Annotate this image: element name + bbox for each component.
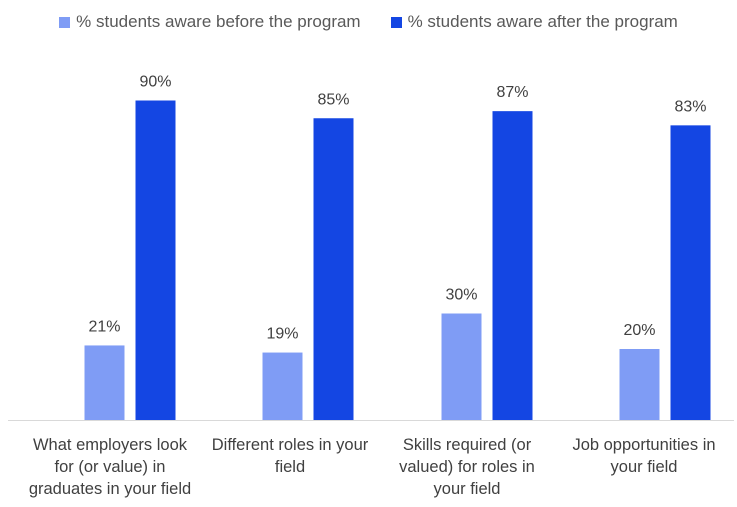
data-label-before-2: 30% <box>445 287 477 304</box>
x-tick-label-3: Job opportunities in your field <box>572 436 716 476</box>
x-tick-label-1: Different roles in your field <box>211 436 369 476</box>
x-tick-label-2: Skills required (or valued) for roles in… <box>399 436 535 498</box>
bar-after-2 <box>492 111 533 421</box>
legend-item-before: % students aware before the program <box>59 12 361 32</box>
x-tick-label-0: What employers look for (or value) in gr… <box>28 436 192 498</box>
legend: % students aware before the program % st… <box>0 12 737 32</box>
data-label-after-3: 83% <box>674 98 706 115</box>
data-label-before-1: 19% <box>266 326 298 343</box>
data-label-before-0: 21% <box>88 318 120 335</box>
bar-before-0 <box>84 345 125 420</box>
bar-before-2 <box>441 313 482 420</box>
legend-label-after: % students aware after the program <box>407 12 678 31</box>
data-label-before-3: 20% <box>623 322 655 339</box>
bar-after-3 <box>670 125 711 420</box>
legend-item-after: % students aware after the program <box>390 12 678 32</box>
data-label-after-0: 90% <box>139 74 171 91</box>
legend-label-before: % students aware before the program <box>76 12 361 31</box>
bar-before-3 <box>619 349 660 420</box>
bar-before-1 <box>262 352 303 420</box>
bar-after-1 <box>313 118 354 420</box>
legend-swatch-before <box>59 16 71 28</box>
legend-swatch-after <box>390 16 402 28</box>
bars-layer: 21% 90% 19% 85% 30% 87% 20% 83% <box>84 74 711 421</box>
bar-after-0 <box>135 100 176 420</box>
data-label-after-1: 85% <box>317 91 349 108</box>
data-label-after-2: 87% <box>496 84 528 101</box>
